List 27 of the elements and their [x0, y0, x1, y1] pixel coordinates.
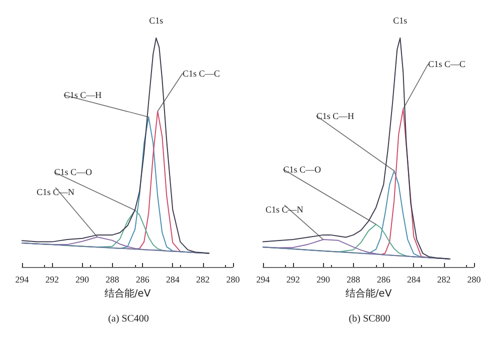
x-tick-label: 282	[196, 274, 210, 284]
text: C1s C—O	[54, 167, 93, 178]
x-tick-label: 288	[106, 274, 120, 284]
x-tick-label: 294	[256, 274, 270, 284]
x-tick-label: 282	[437, 274, 451, 284]
text: C1s C—H	[316, 110, 355, 121]
series-label: C1s	[149, 16, 164, 26]
text: C1s C—C	[182, 68, 220, 78]
x-tick-label: 290	[76, 274, 90, 284]
x-tick-label: 292	[286, 274, 300, 284]
series-label: C1s	[393, 16, 408, 26]
x-axis-title: 结合能/eV	[104, 287, 151, 300]
x-tick-label: 288	[346, 274, 361, 284]
x-tick-label: 286	[136, 274, 150, 284]
text: C1s C—C	[428, 58, 466, 69]
x-tick-label: 294	[15, 274, 30, 284]
x-tick-label: 292	[45, 274, 59, 284]
x-tick-label: 280	[226, 274, 240, 284]
x-tick-label: 284	[166, 274, 180, 284]
x-axis-title: 结合能/eV	[345, 287, 392, 300]
x-tick-label: 284	[406, 274, 421, 284]
x-tick-label: 286	[376, 274, 391, 284]
x-tick-label: 290	[316, 274, 331, 284]
x-tick-label: 280	[467, 274, 482, 284]
text: (a) SC400	[108, 314, 149, 324]
text: C1s C—O	[283, 164, 322, 174]
text: (b) SC800	[348, 314, 390, 324]
